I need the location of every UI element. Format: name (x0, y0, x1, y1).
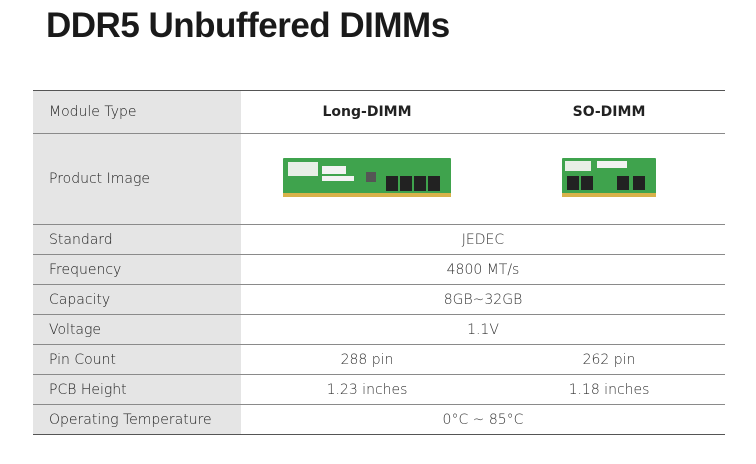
label-cell: Product Image (33, 133, 241, 225)
row: Capacity 8GB~32GB (33, 284, 725, 315)
page-title: DDR5 Unbuffered DIMMs (46, 6, 450, 45)
spec-table: Module Type Long-DIMM SO-DIMM Product Im… (33, 90, 725, 435)
row: Standard JEDEC (33, 224, 725, 255)
label-cell: Pin Count (33, 344, 241, 375)
value-cell: 1.1V (241, 314, 725, 345)
row: Operating Temperature 0°C ~ 85°C (33, 404, 725, 435)
value-cell: 288 pin (241, 344, 493, 375)
label-cell: Capacity (33, 284, 241, 315)
label-cell: Operating Temperature (33, 404, 241, 435)
row: Pin Count 288 pin 262 pin (33, 344, 725, 375)
label-cell: Standard (33, 224, 241, 255)
long-dimm-image (283, 158, 451, 197)
column-header: SO-DIMM (493, 90, 725, 134)
label-cell: Frequency (33, 254, 241, 285)
row: Frequency 4800 MT/s (33, 254, 725, 285)
image-cell (493, 133, 725, 225)
value-cell: 1.18 inches (493, 374, 725, 405)
value-cell: 1.23 inches (241, 374, 493, 405)
header-row: Module Type Long-DIMM SO-DIMM (33, 90, 725, 134)
image-cell (241, 133, 493, 225)
label-cell: Module Type (33, 90, 241, 134)
row: Voltage 1.1V (33, 314, 725, 345)
so-dimm-image (562, 158, 656, 197)
column-header: Long-DIMM (241, 90, 493, 134)
value-cell: 4800 MT/s (241, 254, 725, 285)
label-cell: Voltage (33, 314, 241, 345)
value-cell: 8GB~32GB (241, 284, 725, 315)
value-cell: 0°C ~ 85°C (241, 404, 725, 435)
value-cell: 262 pin (493, 344, 725, 375)
value-cell: JEDEC (241, 224, 725, 255)
label-cell: PCB Height (33, 374, 241, 405)
row: PCB Height 1.23 inches 1.18 inches (33, 374, 725, 405)
image-row: Product Image (33, 133, 725, 225)
